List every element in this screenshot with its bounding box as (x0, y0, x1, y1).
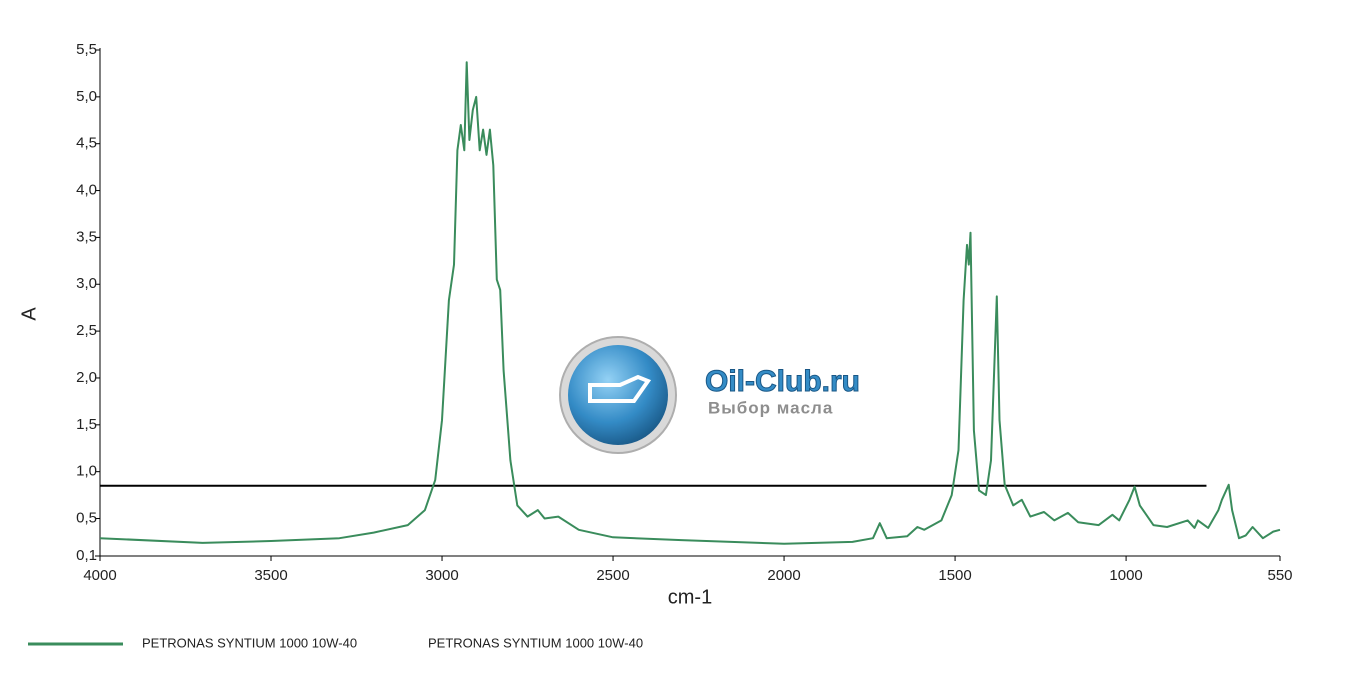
y-tick-label: 5,5 (76, 41, 97, 58)
watermark-title: Oil-Club.ru (705, 365, 860, 398)
y-tick-label: 3,5 (76, 228, 97, 245)
x-tick-label: 1000 (1109, 567, 1142, 584)
y-tick-label: 2,5 (76, 322, 97, 339)
legend-label: PETRONAS SYNTIUM 1000 10W-40 (142, 635, 357, 650)
watermark-subtitle: Выбор масла (708, 398, 833, 417)
y-axis-label: A (18, 307, 40, 321)
x-tick-label: 3000 (425, 567, 458, 584)
y-tick-label: 1,5 (76, 416, 97, 433)
y-tick-label: 3,0 (76, 275, 97, 292)
y-tick-label: 5,0 (76, 88, 97, 105)
x-tick-label: 3500 (254, 567, 287, 584)
spectrum-line (99, 61, 1281, 545)
x-axis-label: cm-1 (668, 586, 712, 608)
x-tick-label: 2000 (767, 567, 800, 584)
y-tick-label: 2,0 (76, 369, 97, 386)
y-tick-label: 4,0 (76, 182, 97, 199)
logo-ball (568, 345, 668, 445)
x-tick-label: 1500 (938, 567, 971, 584)
logo-can (588, 374, 652, 403)
legend-label: PETRONAS SYNTIUM 1000 10W-40 (428, 635, 643, 650)
watermark: Oil-Club.ru Выбор масла (559, 336, 860, 454)
x-tick-label: 2500 (596, 567, 629, 584)
y-tick-label: 1,0 (76, 463, 97, 480)
y-tick-label: 0,5 (76, 509, 97, 526)
y-tick-label: 4,5 (76, 135, 97, 152)
x-tick-label: 4000 (83, 567, 116, 584)
y-tick-label: 0,1 (76, 547, 97, 564)
x-tick-label: 550 (1267, 567, 1292, 584)
